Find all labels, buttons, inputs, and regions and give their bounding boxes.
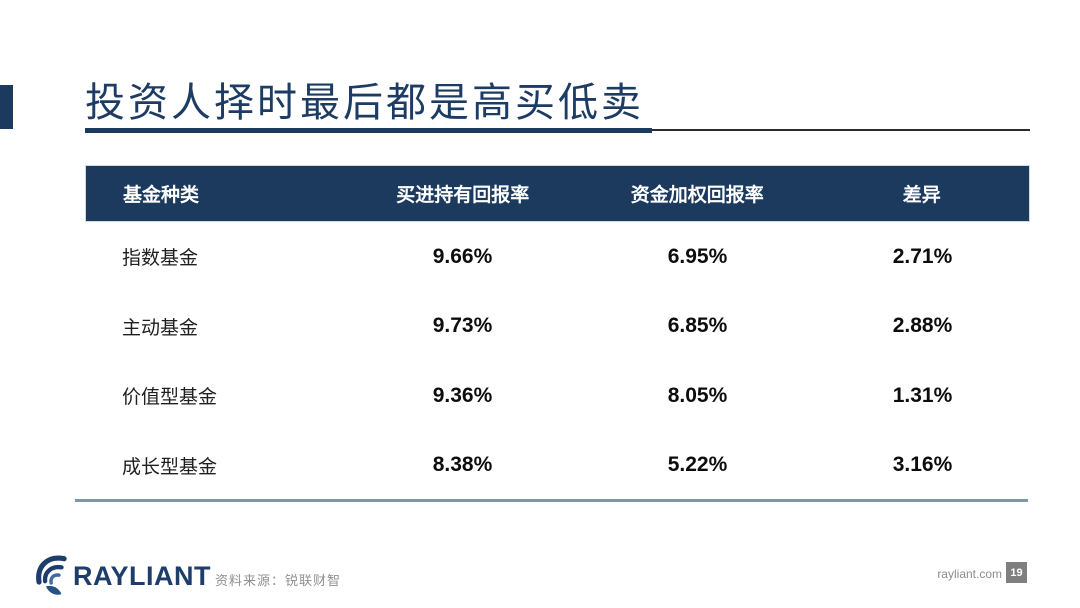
row-label: 指数基金 — [122, 248, 199, 270]
cell-difference: 2.71% — [892, 244, 953, 268]
cell-buy-hold-return: 9.36% — [432, 383, 493, 407]
website-url: rayliant.com — [937, 567, 1002, 581]
cell-difference: 2.88% — [892, 314, 953, 338]
cell-dollar-weighted-return: 8.05% — [667, 383, 728, 407]
table-row-index-funds: 指数基金 9.66% 6.95% 2.71% — [85, 222, 1030, 292]
table-row-active-funds: 主动基金 9.73% 6.85% 2.88% — [85, 291, 1030, 361]
cell-difference: 1.31% — [892, 383, 953, 407]
page-number-badge: 19 — [1006, 562, 1027, 583]
source-label: 资料来源：锐联财智 — [215, 573, 342, 588]
cell-buy-hold-return: 9.73% — [432, 314, 493, 338]
page-title: 投资人择时最后都是高买低卖 — [85, 81, 644, 125]
row-label: 价值型基金 — [122, 387, 218, 409]
cell-difference: 3.16% — [892, 453, 953, 477]
column-header-dollar-weighted-return: 资金加权回报率 — [630, 185, 764, 206]
column-header-buy-hold-return: 买进持有回报率 — [396, 185, 530, 206]
cell-dollar-weighted-return: 6.95% — [667, 244, 728, 268]
table-row-growth-funds: 成长型基金 8.38% 5.22% 3.16% — [85, 430, 1030, 500]
rayliant-logo-text: RAYLIANT — [73, 560, 212, 591]
rayliant-logo-icon — [36, 555, 67, 595]
title-accent-bar — [0, 85, 13, 129]
title-underline-extension — [652, 129, 1030, 131]
fund-returns-table: 基金种类 买进持有回报率 资金加权回报率 差异 指数基金 9.66% 6.95%… — [85, 165, 1030, 500]
cell-dollar-weighted-return: 6.85% — [667, 314, 728, 338]
table-row-value-funds: 价值型基金 9.36% 8.05% 1.31% — [85, 361, 1030, 431]
table-bottom-divider — [75, 499, 1028, 502]
table-header-row: 基金种类 买进持有回报率 资金加权回报率 差异 — [85, 165, 1030, 222]
cell-buy-hold-return: 8.38% — [432, 453, 493, 477]
row-label: 主动基金 — [122, 317, 199, 339]
cell-dollar-weighted-return: 5.22% — [667, 453, 728, 477]
table-body: 指数基金 9.66% 6.95% 2.71% 主动基金 9.73% 6.85% … — [85, 222, 1030, 500]
rayliant-logo: RAYLIANT — [33, 552, 211, 600]
cell-buy-hold-return: 9.66% — [432, 244, 493, 268]
column-header-difference: 差异 — [902, 185, 941, 206]
row-label: 成长型基金 — [122, 456, 218, 478]
column-header-fund-type: 基金种类 — [123, 185, 200, 206]
title-underline — [85, 128, 652, 133]
